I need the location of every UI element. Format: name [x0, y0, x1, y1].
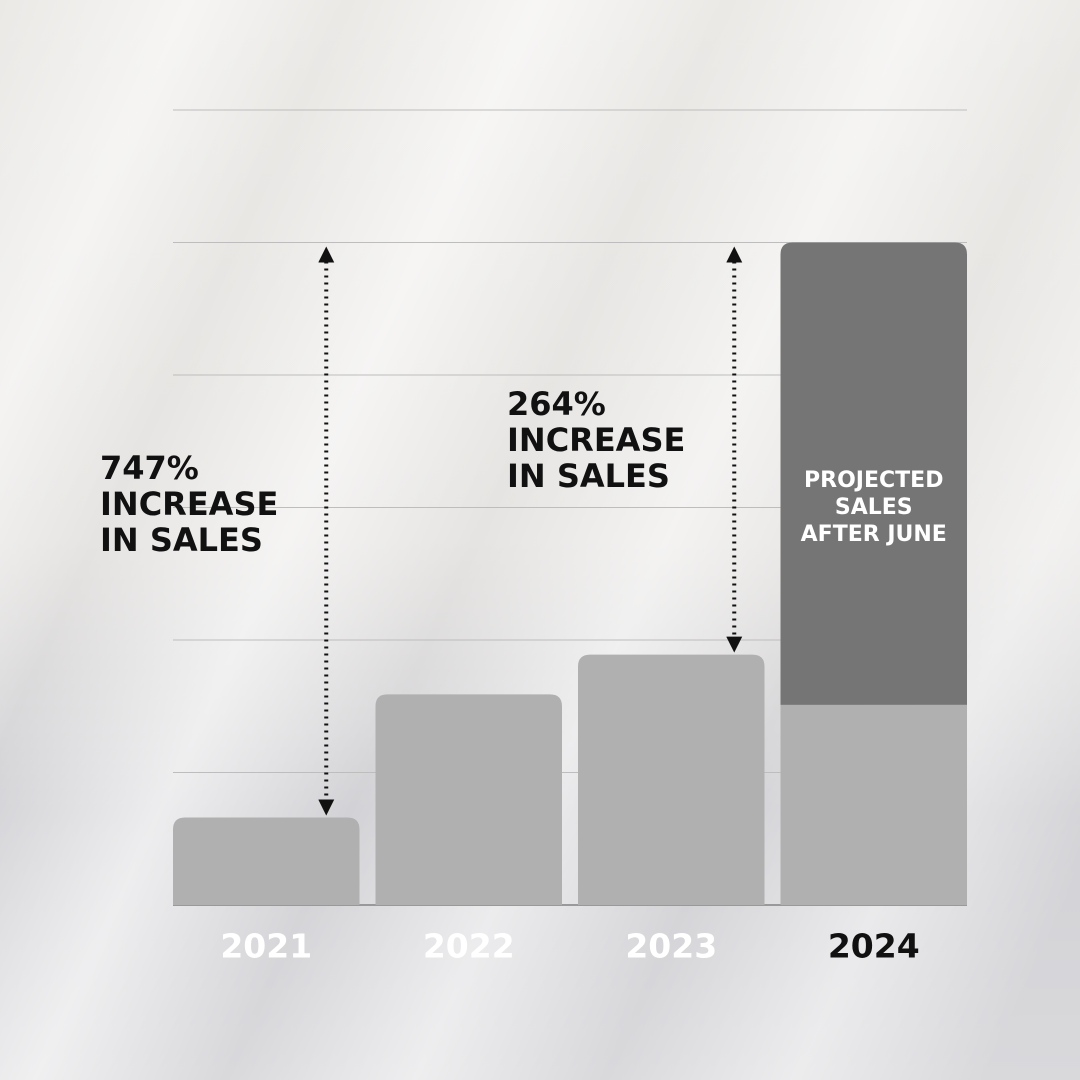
- annotation-text: IN SALES: [507, 457, 670, 495]
- annotation-text: 264%: [507, 385, 606, 423]
- annotation-text: INCREASE: [100, 485, 278, 523]
- x-tick-label: 2024: [828, 927, 920, 966]
- bar: [780, 242, 967, 705]
- annotation-text: INCREASE: [507, 421, 685, 459]
- bar: [173, 817, 360, 905]
- annotation-text: 747%: [100, 449, 199, 487]
- annotation-text: IN SALES: [100, 521, 263, 559]
- bar: [780, 704, 967, 905]
- bar-label: PROJECTED SALES AFTER JUNE: [801, 468, 947, 547]
- x-tick-label: 2021: [220, 927, 312, 966]
- bar: [375, 694, 562, 905]
- x-tick-label: 2022: [423, 927, 515, 966]
- x-tick-label: 2023: [625, 927, 717, 966]
- bar: [578, 654, 765, 905]
